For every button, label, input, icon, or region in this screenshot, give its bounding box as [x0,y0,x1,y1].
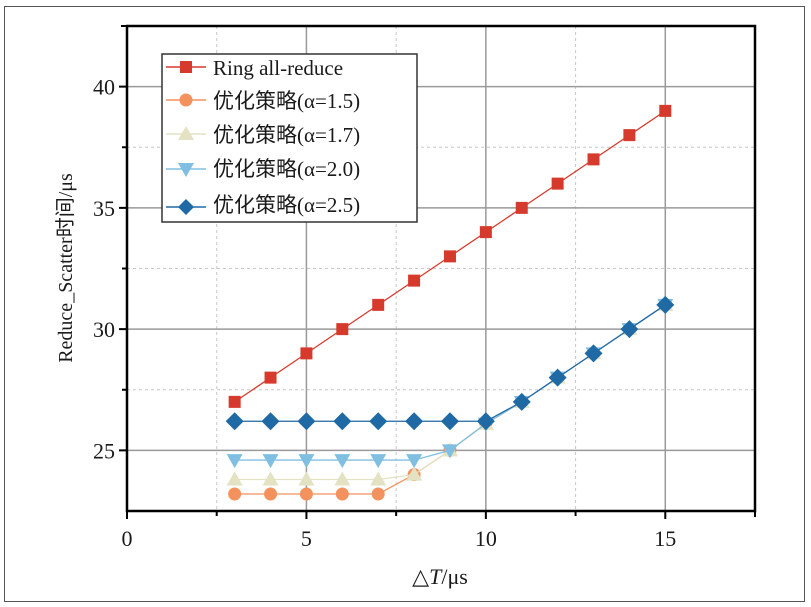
square-marker [408,274,421,287]
legend-item-alpha-1-5: 优化策略(α=1.5) [166,89,360,113]
square-marker [300,347,313,360]
legend-box [161,53,418,223]
triangle-down-marker [226,454,243,469]
series-square [228,104,672,408]
series-line [234,304,666,422]
x-tick-label: 0 [122,526,133,551]
circle-marker [264,487,278,501]
y-axis-title: Reduce_Scatter时间/μs [54,173,77,363]
figure-frame [4,6,805,602]
diamond-marker [440,412,459,431]
square-marker [228,395,241,408]
square-marker [372,298,385,311]
square-marker [443,250,456,263]
circle-marker [371,487,385,501]
triangle-down-marker [262,454,279,469]
diamond-marker [512,392,531,411]
circle-marker [299,487,313,501]
circle-marker-icon [179,93,193,107]
x-axis-title: △T/μs [412,564,468,589]
diamond-marker [620,320,639,339]
svg-text:优化策略(α=1.5): 优化策略(α=1.5) [213,89,360,113]
triangle-up-marker [262,471,279,486]
square-marker [551,177,564,190]
diamond-marker [297,412,316,431]
svg-text:优化策略(α=2.0): 优化策略(α=2.0) [213,157,360,181]
x-tick-label: 10 [475,526,497,551]
square-marker [587,153,600,166]
svg-text:优化策略(α=1.7): 优化策略(α=1.7) [213,123,360,147]
diamond-marker [369,412,388,431]
triangle-down-marker [334,454,351,469]
series-diamond [225,295,675,431]
y-tick-label: 25 [93,438,115,463]
axes [119,24,757,519]
square-marker [479,226,492,239]
triangle-down-marker-icon [178,163,194,177]
series-line [234,304,666,461]
circle-marker [335,487,349,501]
triangle-down-marker [406,454,423,469]
square-marker [623,129,636,142]
legend-item-alpha-2-5: 优化策略(α=2.5) [166,193,360,217]
delta-symbol: △ [412,564,429,589]
legend-item-alpha-2-0: 优化策略(α=2.0) [166,157,360,181]
diamond-marker [405,412,424,431]
triangle-up-marker [334,471,351,486]
diamond-marker [225,412,244,431]
diamond-marker [584,344,603,363]
x-axis-unit: /μs [441,564,467,589]
series-line [234,304,666,495]
diamond-marker [656,295,675,314]
circle-marker [228,487,242,501]
triangle-up-marker [370,471,387,486]
triangle-up-marker [298,471,315,486]
data-series [225,104,675,501]
triangle-down-marker [298,454,315,469]
legend-item-alpha-1-7: 优化策略(α=1.7) [166,123,360,147]
triangle-up-marker-icon [178,126,194,140]
x-axis-variable: T [429,564,443,589]
svg-text:优化策略(α=2.5): 优化策略(α=2.5) [213,193,360,217]
diamond-marker [261,412,280,431]
triangle-down-marker [441,444,458,459]
x-tick-label: 15 [654,526,676,551]
square-marker [336,323,349,336]
svg-text:Ring all-reduce: Ring all-reduce [213,56,343,80]
diamond-marker [548,368,567,387]
x-tick-label: 5 [301,526,312,551]
square-marker-icon [180,61,192,73]
square-marker [659,104,672,117]
y-tick-label: 40 [93,75,115,100]
y-tick-label: 35 [93,196,115,221]
triangle-up-marker [226,471,243,486]
square-marker [264,371,277,384]
y-tick-label: 30 [93,317,115,342]
legend-item-ring: Ring all-reduce [166,56,343,80]
square-marker [515,201,528,214]
triangle-up-marker [406,466,423,481]
diamond-marker [476,412,495,431]
legend: Ring all-reduce 优化策略(α=1.5) 优化策略(α=1.7) … [161,53,418,223]
diamond-marker-icon [178,199,194,215]
triangle-down-marker [370,454,387,469]
tick-labels: 0 5 10 15 25 30 35 40 [93,75,676,551]
diamond-marker [333,412,352,431]
